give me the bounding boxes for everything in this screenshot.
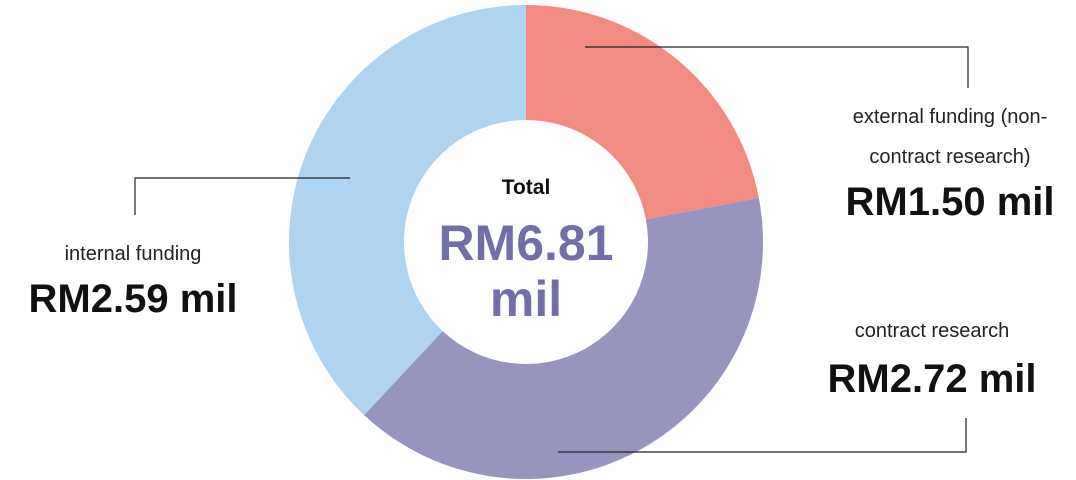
value-label: RM2.72 mil [827, 357, 1037, 401]
leader-line [134, 177, 350, 215]
value-label: RM2.59 mil [28, 277, 238, 321]
leader-line [558, 418, 967, 453]
category-label: internal funding [64, 243, 202, 265]
value-label: RM1.50 mil [845, 180, 1055, 224]
slice [364, 197, 763, 479]
category-label: contract research [854, 320, 1010, 342]
slices [288, 5, 763, 479]
leader-line [585, 46, 969, 88]
total-label: RM6.81 mil [438, 215, 614, 327]
center-title: Total [501, 176, 551, 199]
slice [288, 5, 526, 416]
slice [526, 5, 759, 220]
category-label: external funding (non-contract research) [852, 106, 1048, 168]
